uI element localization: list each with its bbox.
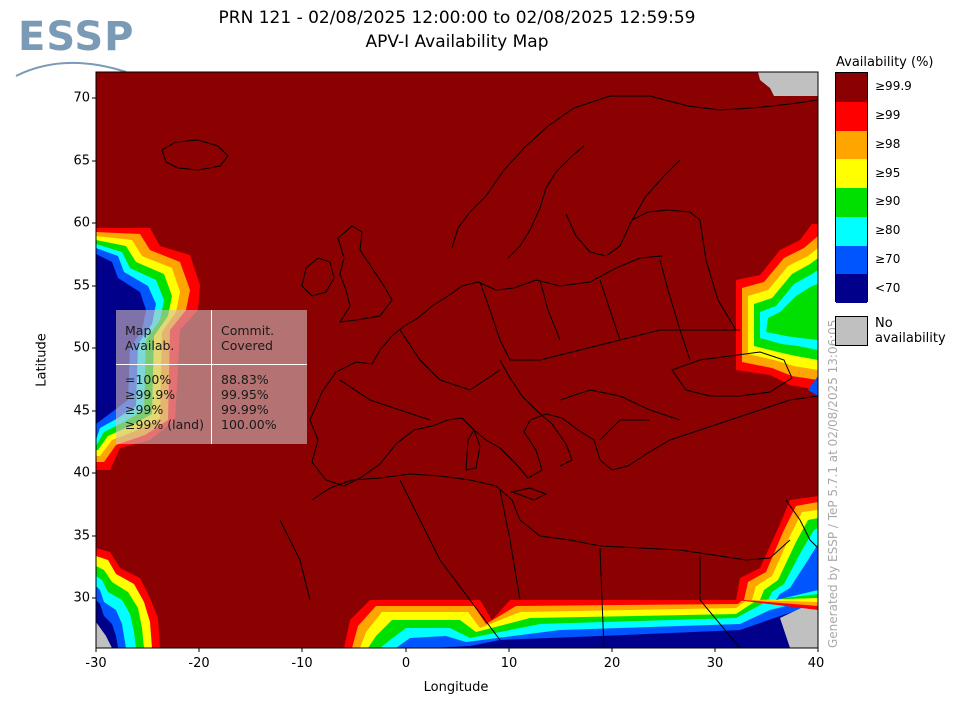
table-col-covered: 88.83% 99.95% 99.99% 100.00% (221, 372, 277, 432)
table-header-covered: Commit. Covered (221, 323, 274, 353)
legend-label: ≥70 (875, 251, 901, 266)
generated-note: Generated by ESSP / TeP 5.7.1 at 02/08/2… (826, 319, 840, 648)
header-line: Availab. (125, 338, 175, 353)
x-tick-label: 30 (706, 656, 724, 671)
y-tick-label: 45 (73, 403, 90, 419)
y-axis-label: Latitude (34, 333, 50, 387)
table-cell: 100.00% (221, 417, 277, 432)
plot-frame (95, 71, 819, 649)
legend-swatch (836, 73, 867, 102)
table-cell: 88.83% (221, 372, 269, 387)
no-availability-label: No availability (875, 316, 946, 346)
southwest-degradation (96, 548, 160, 648)
x-tick-label: -30 (85, 656, 107, 671)
legend-swatch (836, 188, 867, 217)
legend-swatch (836, 216, 867, 246)
legend-label: ≥90 (875, 194, 901, 209)
tick-marks (92, 97, 819, 652)
availability-stats-table: Map Availab. Commit. Covered =100% ≥99.9… (116, 310, 307, 444)
header-line: Commit. (221, 323, 275, 338)
table-cell: ≥99% (land) (125, 417, 204, 432)
table-cell: 99.99% (221, 402, 269, 417)
table-divider-vertical (211, 310, 212, 444)
y-tick-label: 65 (73, 153, 90, 169)
table-header-availab: Map Availab. (125, 323, 174, 353)
map-title: PRN 121 - 02/08/2025 12:00:00 to 02/08/2… (218, 8, 696, 28)
header-line: Map (125, 323, 152, 338)
y-tick-label: 50 (73, 340, 90, 356)
legend-swatch (836, 245, 867, 275)
legend-label: ≥80 (875, 223, 901, 238)
x-axis-label: Longitude (423, 680, 489, 695)
y-tick-label: 70 (73, 90, 90, 106)
table-cell: =100% (125, 372, 172, 387)
essp-logo-text: ESSP (18, 14, 135, 60)
header-line: Covered (221, 338, 273, 353)
legend-swatch (836, 101, 867, 131)
no-availability-corner (758, 72, 818, 96)
sahara-south-degradation (344, 548, 818, 648)
table-cell: ≥99% (125, 402, 164, 417)
no-availability-swatch (835, 316, 868, 346)
map-subtitle: APV-I Availability Map (365, 32, 549, 52)
east-degradation (736, 224, 818, 396)
x-tick-label: 20 (603, 656, 621, 671)
legend-label: ≥99 (875, 108, 901, 123)
y-tick-label: 30 (73, 590, 90, 606)
x-tick-label: -10 (291, 656, 313, 671)
legend-swatch (836, 274, 867, 303)
y-tick-label: 55 (73, 278, 90, 294)
table-cell: 99.95% (221, 387, 269, 402)
essp-logo (15, 61, 127, 77)
y-tick-label: 60 (73, 215, 90, 231)
table-cell: ≥99.9% (125, 387, 176, 402)
x-tick-label: 10 (500, 656, 518, 671)
x-tick-label: 40 (807, 656, 825, 671)
table-col-availab: =100% ≥99.9% ≥99% ≥99% (land) (125, 372, 204, 432)
southeast-degradation (736, 496, 818, 610)
x-tick-label: 0 (401, 656, 411, 671)
legend-label: ≥95 (875, 165, 901, 180)
coastlines (161, 95, 818, 648)
legend-swatch (836, 159, 867, 188)
table-divider-horizontal (116, 364, 307, 365)
legend-label: ≥99.9 (875, 79, 912, 94)
legend-label: ≥98 (875, 136, 901, 151)
legend-swatch (836, 130, 867, 160)
legend-label: <70 (875, 280, 901, 295)
y-tick-label: 35 (73, 528, 90, 544)
legend-colorbar (835, 72, 868, 303)
x-tick-label: -20 (188, 656, 210, 671)
y-tick-label: 40 (73, 465, 90, 481)
legend-title: Availability (%) (836, 55, 934, 70)
